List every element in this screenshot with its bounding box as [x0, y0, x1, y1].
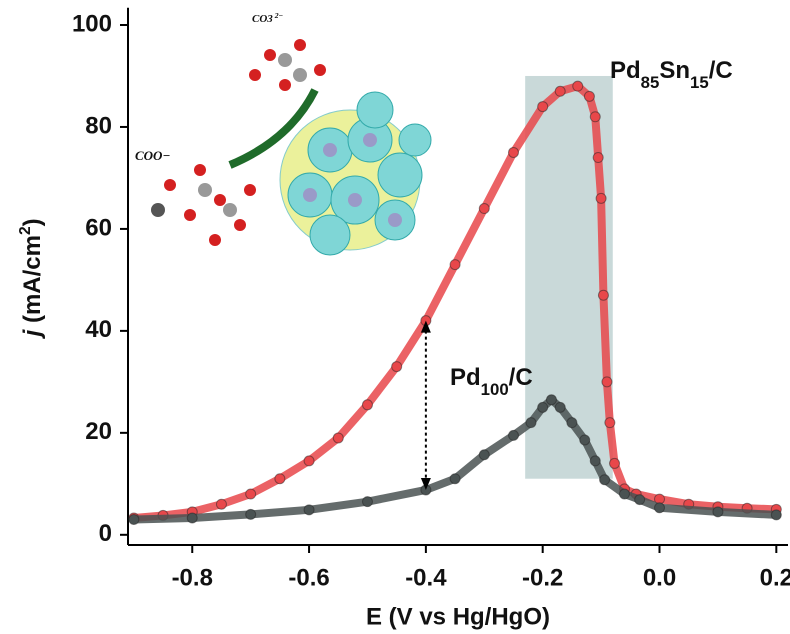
- inset-carbon: [198, 53, 307, 217]
- data-point: [478, 449, 490, 461]
- y-tick-label: 80: [85, 112, 112, 139]
- data-point: [537, 401, 549, 413]
- inset-label: COO−: [135, 148, 170, 163]
- data-point: [589, 111, 601, 123]
- x-axis-title: E (V vs Hg/HgO): [366, 603, 550, 630]
- data-point: [572, 80, 584, 92]
- data-point: [361, 496, 373, 508]
- inset-molecule: [164, 39, 326, 246]
- data-point: [579, 434, 591, 446]
- data-point: [770, 509, 782, 521]
- data-point: [215, 498, 227, 510]
- y-tick-label: 100: [72, 10, 112, 37]
- data-point: [128, 514, 140, 526]
- data-point: [525, 417, 537, 429]
- inset-arrow: [228, 88, 319, 169]
- series-line: [133, 395, 777, 524]
- data-point: [601, 376, 613, 388]
- inset-cluster: [279, 91, 432, 256]
- data-point: [391, 361, 403, 373]
- series-label: Pd100/C: [450, 364, 533, 399]
- data-point: [566, 417, 578, 429]
- data-point: [604, 417, 616, 429]
- x-tick-label: -0.4: [405, 564, 447, 591]
- data-point: [245, 508, 257, 520]
- x-tick-label: -0.2: [522, 564, 563, 591]
- y-tick-label: 60: [85, 214, 112, 241]
- data-point: [274, 473, 286, 485]
- x-tick-label: -0.8: [172, 564, 213, 591]
- data-point: [507, 429, 519, 441]
- data-point: [589, 455, 601, 467]
- data-point: [595, 192, 607, 204]
- data-point: [449, 259, 461, 271]
- data-point: [537, 101, 549, 113]
- data-point: [554, 401, 566, 413]
- data-point: [332, 432, 344, 444]
- x-tick-label: -0.6: [288, 564, 329, 591]
- x-tick-label: 0.2: [760, 564, 790, 591]
- data-point: [361, 399, 373, 411]
- y-tick-label: 0: [99, 520, 112, 547]
- data-point: [303, 504, 315, 516]
- inset-illustration: COO− CO3 2−: [135, 11, 432, 256]
- data-point: [599, 474, 611, 486]
- inset-atom: [151, 203, 165, 217]
- data-point: [545, 394, 557, 406]
- data-point: [597, 289, 609, 301]
- y-tick-label: 20: [85, 418, 112, 445]
- series-line: [133, 82, 777, 522]
- data-point: [583, 90, 595, 102]
- data-point: [712, 506, 724, 518]
- data-point: [634, 494, 646, 506]
- inset-label: CO3 2−: [252, 11, 284, 26]
- data-point: [449, 473, 461, 485]
- x-tick-label: 0.0: [643, 564, 676, 591]
- data-point: [654, 502, 666, 514]
- data-point: [245, 488, 257, 500]
- data-point: [618, 488, 630, 500]
- y-axis-title: j (mA/cm2): [17, 218, 47, 339]
- arrow-head: [420, 320, 431, 333]
- y-tick-label: 40: [85, 316, 112, 343]
- data-point: [554, 85, 566, 97]
- data-point: [507, 146, 519, 158]
- data-point: [609, 457, 621, 469]
- data-point: [186, 512, 198, 524]
- inset-atoms: [303, 133, 402, 227]
- series-label: Pd85Sn15/C: [610, 57, 733, 92]
- data-point: [478, 203, 490, 215]
- difference-arrow: [420, 320, 431, 490]
- arrow-head: [420, 477, 431, 490]
- data-point: [303, 455, 315, 467]
- data-point: [592, 152, 604, 164]
